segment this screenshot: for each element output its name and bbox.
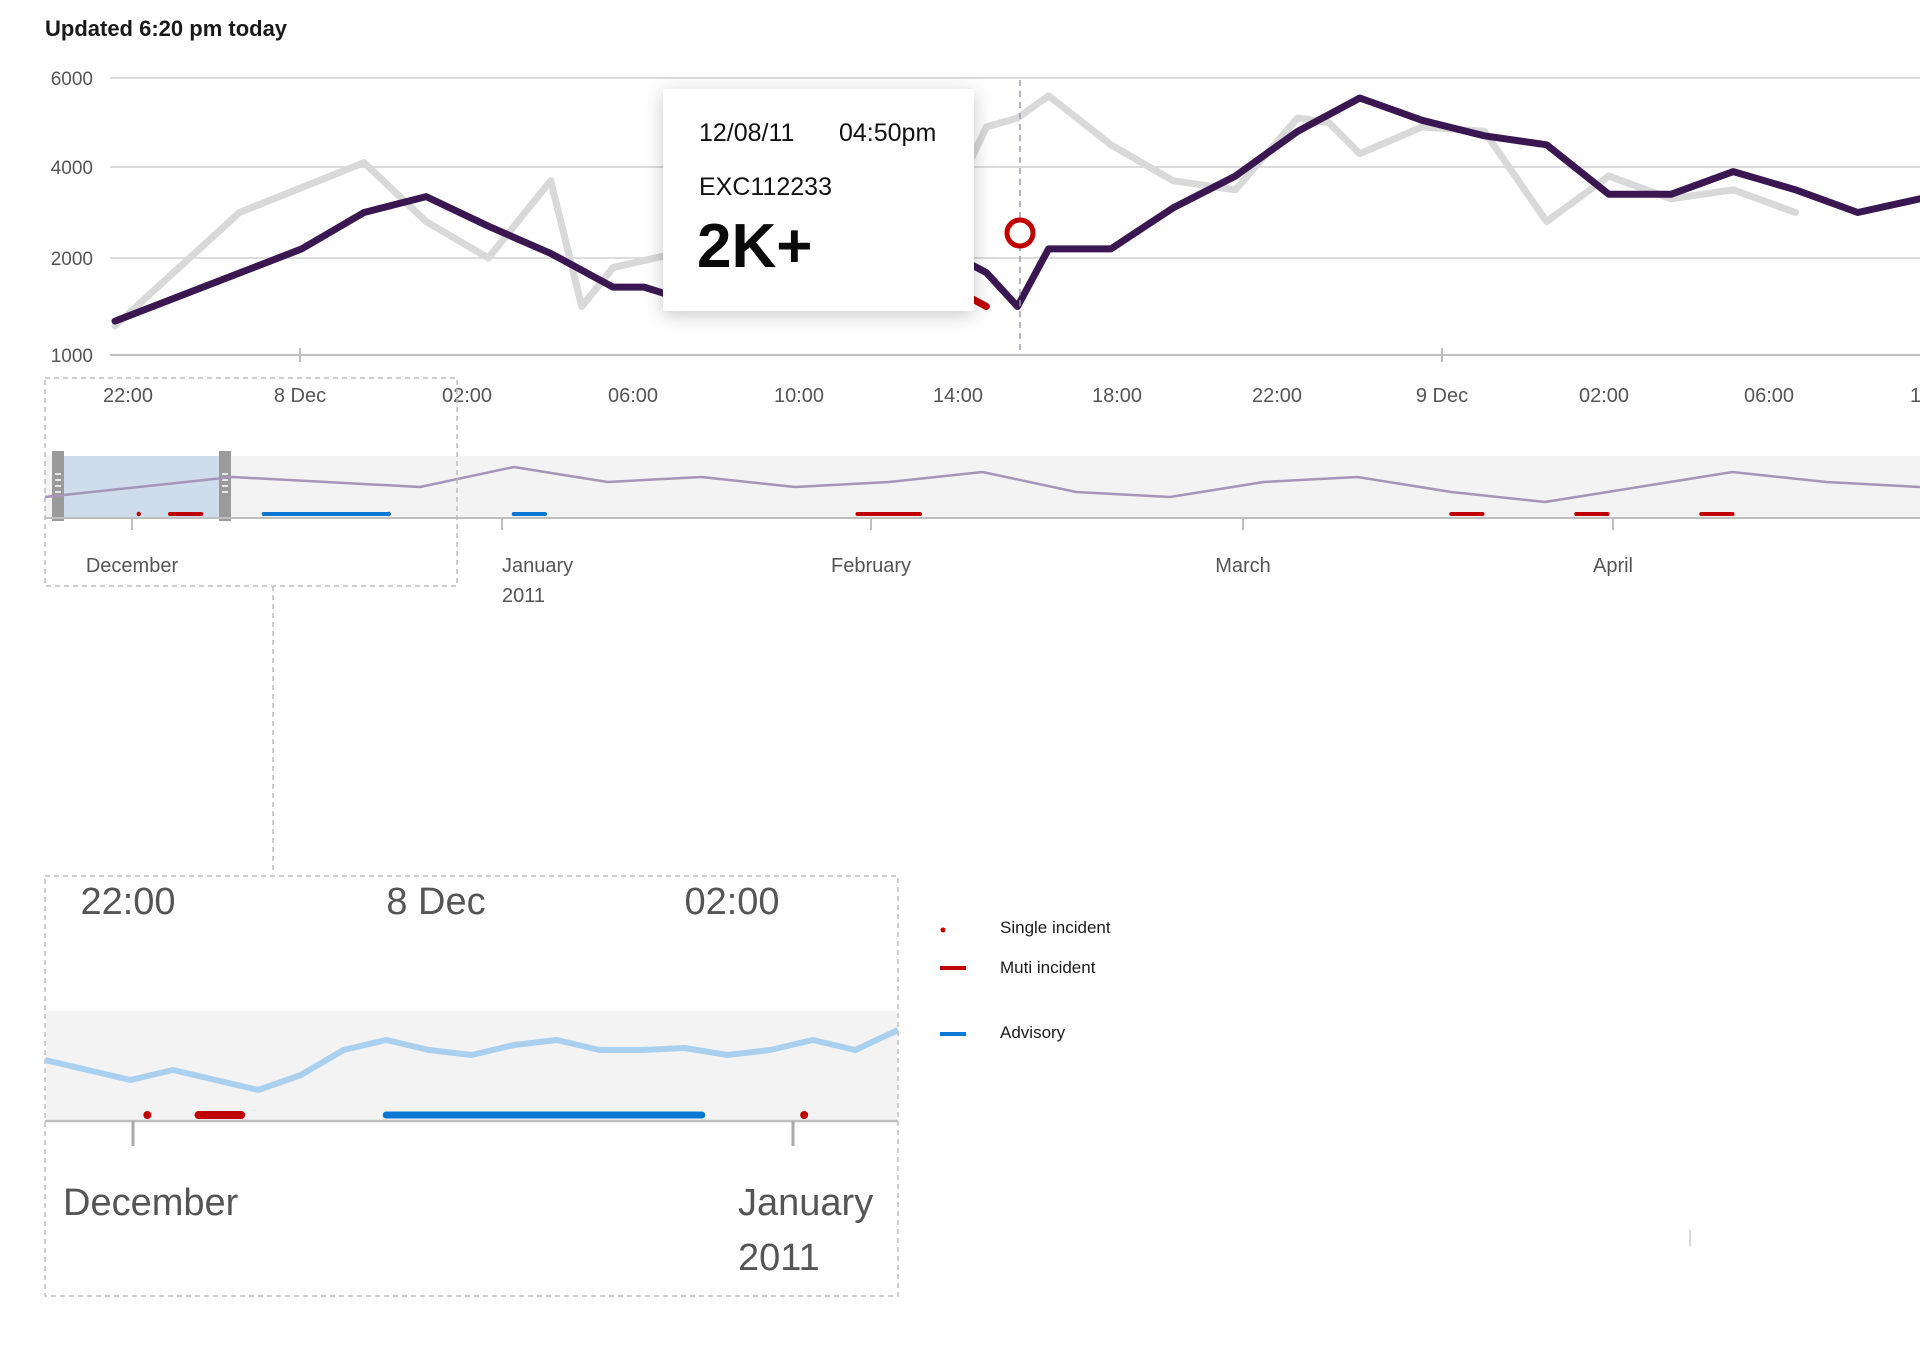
selection-handle-right[interactable] xyxy=(219,451,231,521)
legend-advisory: Advisory xyxy=(1000,1023,1066,1042)
y-tick-label: 2000 xyxy=(51,249,93,270)
zoom-labels: 22:00 8 Dec 02:00 December January 2011 xyxy=(63,881,873,1279)
x-tick-label: 22:00 xyxy=(1252,385,1302,407)
legend-single-incident-marker xyxy=(940,927,946,933)
legend-single-incident: Single incident xyxy=(1000,918,1111,937)
main-series xyxy=(111,92,1920,330)
zoom-inset-frame xyxy=(44,875,899,1297)
x-tick-label: 10:00 xyxy=(774,385,824,407)
selection-callout xyxy=(44,377,458,587)
tooltip-time: 04:50pm xyxy=(839,119,937,147)
series-line-primary xyxy=(111,94,1920,325)
y-tick-label: 4000 xyxy=(51,158,93,179)
x-tick-label: 06:00 xyxy=(608,385,658,407)
overview-series xyxy=(44,465,1920,517)
single-incident-mark[interactable] xyxy=(136,511,141,517)
x-tick-label: 8 Dec xyxy=(274,385,326,407)
x-tick-label: 10 xyxy=(1910,385,1920,407)
x-tick-label: 06:00 xyxy=(1744,385,1794,407)
zoom-trend-line xyxy=(44,1027,900,1093)
x-tick-label: 02:00 xyxy=(1579,385,1629,407)
x-tick-label: 22:00 xyxy=(103,385,153,407)
legend-multi-incident: Muti incident xyxy=(1000,958,1096,977)
zoom-track xyxy=(46,1011,897,1121)
month-label: 2011 xyxy=(502,585,545,607)
zoom-month-label: December xyxy=(63,1182,239,1224)
overview-trend-line xyxy=(44,465,1920,504)
hover-point[interactable] xyxy=(1004,217,1036,249)
data-tooltip: 12/08/11 04:50pm EXC112233 2K+ xyxy=(663,89,974,311)
zoom-x-tick-label: 02:00 xyxy=(684,881,779,923)
y-tick-label: 1000 xyxy=(51,346,93,367)
x-tick-label: 14:00 xyxy=(933,385,983,407)
zoom-single-incident-mark[interactable] xyxy=(143,1111,152,1119)
x-tick-label: 18:00 xyxy=(1092,385,1142,407)
month-label: February xyxy=(831,555,911,577)
zoom-x-tick-label: 8 Dec xyxy=(386,881,485,923)
tooltip-value: 2K+ xyxy=(697,212,813,281)
y-tick-label: 6000 xyxy=(51,69,93,90)
tooltip-code: EXC112233 xyxy=(699,173,832,201)
zoom-series xyxy=(44,1027,900,1146)
month-label: January xyxy=(502,555,573,577)
x-axis-labels: 22:00 8 Dec 02:00 06:00 10:00 14:00 18:00 22:00… xyxy=(103,385,1920,407)
series-line-comparison xyxy=(111,92,1799,330)
zoom-x-tick-label: 22:00 xyxy=(80,881,175,923)
tooltip-date: 12/08/11 xyxy=(699,119,795,147)
selection-handle-left[interactable] xyxy=(52,451,64,521)
month-label: March xyxy=(1215,555,1271,577)
month-label: December xyxy=(86,555,179,577)
x-tick-label: 9 Dec xyxy=(1416,385,1468,407)
zoom-month-label: January xyxy=(738,1182,873,1224)
overview-track[interactable] xyxy=(45,456,1920,518)
x-tick-label: 02:00 xyxy=(442,385,492,407)
main-chart-grid xyxy=(110,77,1920,356)
updated-timestamp: Updated 6:20 pm today xyxy=(45,16,288,41)
zoom-single-incident-mark[interactable] xyxy=(800,1111,809,1119)
month-label: April xyxy=(1593,555,1633,577)
overview-month-ticks: December January 2011 February March April xyxy=(86,518,1633,607)
zoom-year-label: 2011 xyxy=(738,1237,820,1279)
y-axis-labels: 6000 4000 2000 1000 xyxy=(51,69,93,367)
